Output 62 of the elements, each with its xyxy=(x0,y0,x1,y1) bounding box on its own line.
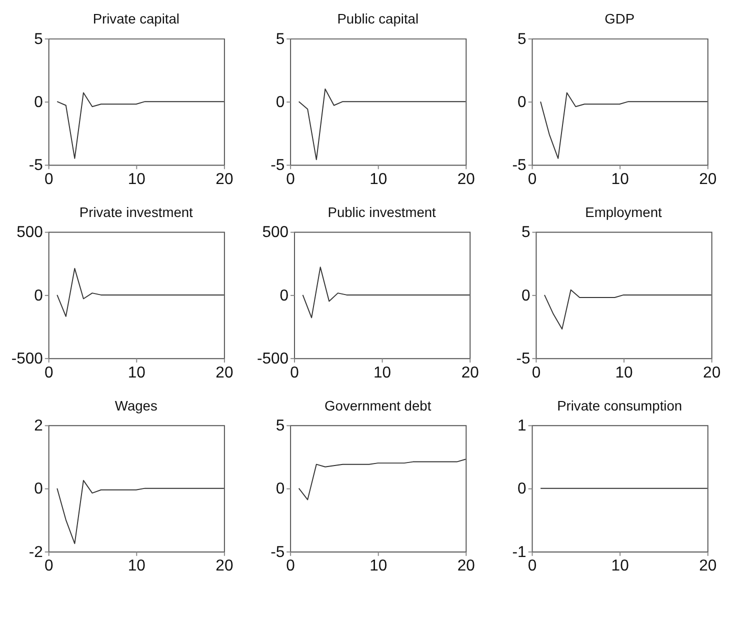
x-tick-label: 20 xyxy=(461,364,480,382)
y-tick-label: 0 xyxy=(280,287,289,304)
x-tick-label: 20 xyxy=(216,364,234,382)
x-tick-label: 20 xyxy=(457,170,476,188)
y-tick-label: 5 xyxy=(34,30,44,48)
x-tick-label: 10 xyxy=(615,364,634,382)
y-tick-label: 0 xyxy=(34,287,44,304)
chart-title: Private consumption xyxy=(557,397,682,414)
x-tick-label: 20 xyxy=(216,558,234,575)
x-tick-label: 10 xyxy=(128,170,146,188)
line-series xyxy=(302,266,470,318)
y-tick-label: -5 xyxy=(516,350,531,368)
x-tick-label: 20 xyxy=(699,558,717,575)
y-tick-label: -2 xyxy=(28,544,43,561)
chart-title: Public investment xyxy=(328,204,436,220)
line-series xyxy=(56,92,224,159)
line-series xyxy=(56,480,224,544)
line-series xyxy=(56,268,224,317)
y-tick-label: -5 xyxy=(270,157,285,174)
chart-title: Employment xyxy=(585,204,662,220)
y-tick-label: -5 xyxy=(512,157,527,174)
y-tick-label: 0 xyxy=(518,94,527,112)
line-series xyxy=(298,458,466,500)
y-tick-label: 0 xyxy=(276,94,285,112)
y-tick-label: -5 xyxy=(270,544,285,561)
y-tick-label: -500 xyxy=(257,350,289,368)
y-tick-label: 2 xyxy=(34,418,43,435)
y-tick-label: 500 xyxy=(16,224,44,242)
x-tick-label: 10 xyxy=(374,364,392,382)
y-tick-label: 0 xyxy=(276,480,285,498)
x-tick-label: 20 xyxy=(703,364,721,382)
x-tick-label: 10 xyxy=(370,558,388,575)
chart-title: Public capital xyxy=(337,10,419,27)
x-tick-label: 10 xyxy=(128,558,146,575)
x-tick-label: 10 xyxy=(611,558,630,575)
chart-title: Wages xyxy=(114,397,158,414)
chart-title: GDP xyxy=(604,10,635,27)
y-tick-label: 5 xyxy=(518,30,527,48)
y-tick-label: 0 xyxy=(522,287,531,304)
x-tick-label: 10 xyxy=(611,170,630,188)
chart-title: Private investment xyxy=(79,204,194,220)
y-tick-label: 0 xyxy=(34,94,44,112)
x-tick-label: 20 xyxy=(699,170,717,188)
chart-title: Private capital xyxy=(92,10,180,27)
y-tick-label: 0 xyxy=(34,480,44,498)
chart-title: Government debt xyxy=(324,397,432,414)
y-tick-label: 1 xyxy=(518,418,526,435)
x-tick-label: 20 xyxy=(457,558,476,575)
y-tick-label: 500 xyxy=(262,224,289,242)
line-series xyxy=(540,92,708,159)
y-tick-label: 5 xyxy=(276,418,285,435)
y-tick-label: 5 xyxy=(522,224,531,242)
y-tick-label: -1 xyxy=(512,544,526,561)
line-series xyxy=(298,88,466,160)
y-tick-label: 0 xyxy=(518,480,527,498)
x-tick-label: 20 xyxy=(216,170,234,188)
x-tick-label: 10 xyxy=(370,170,388,188)
y-tick-label: 5 xyxy=(276,30,285,48)
y-tick-label: -5 xyxy=(28,157,44,174)
y-tick-label: -500 xyxy=(11,350,44,368)
line-series xyxy=(544,289,712,330)
x-tick-label: 10 xyxy=(128,364,146,382)
